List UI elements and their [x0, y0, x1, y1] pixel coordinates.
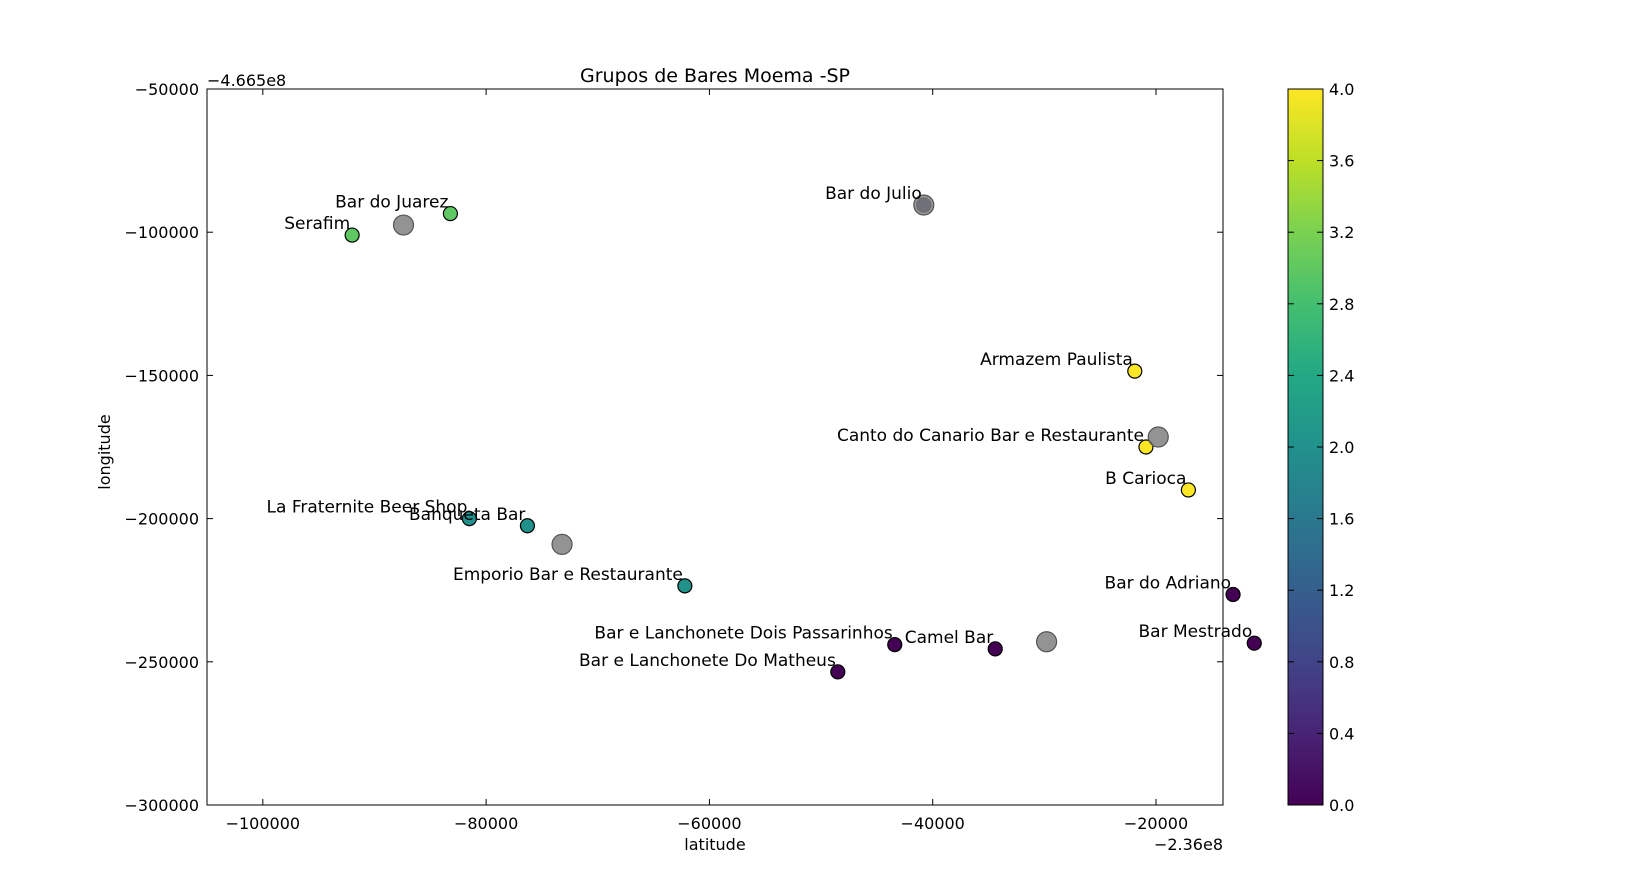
point-label: Camel Bar — [905, 628, 994, 648]
plot-frame — [206, 88, 1224, 806]
y-tick-label: −300000 — [125, 796, 199, 815]
point-label: Bar e Lanchonete Do Matheus — [579, 651, 836, 671]
colorbar-tick-label: 0.4 — [1329, 724, 1354, 743]
point-label: La Fraternite Beer Shop — [267, 498, 468, 518]
centroid-marker — [1147, 426, 1169, 448]
point-label: Bar e Lanchonete Dois Passarinhos — [594, 624, 892, 644]
chart-title: Grupos de Bares Moema -SP — [580, 65, 850, 87]
x-offset-label: −2.36e8 — [1154, 835, 1223, 854]
x-tick-label: −20000 — [1124, 814, 1188, 833]
point-label: Bar do Adriano — [1105, 573, 1232, 593]
data-point — [830, 664, 846, 680]
point-label: Banqueta Bar — [409, 505, 525, 525]
colorbar-tick-label: 3.2 — [1329, 223, 1354, 242]
colorbar-tick-label: 2.0 — [1329, 438, 1354, 457]
colorbar-tick-label: 0.8 — [1329, 653, 1354, 672]
data-point — [1246, 635, 1262, 651]
data-point — [519, 518, 536, 534]
x-tick-label: −40000 — [901, 814, 965, 833]
data-points — [344, 194, 1262, 680]
y-tick-label: −250000 — [125, 653, 199, 672]
y-axis-ticks: −50000 −100000 −150000 −200000 −250000 −30000… — [125, 80, 1223, 815]
colorbar-tick-label: 4.0 — [1329, 80, 1354, 99]
centroid-marker — [551, 533, 573, 555]
colorbar-tick-label: 2.4 — [1329, 366, 1354, 385]
data-point — [677, 578, 693, 594]
point-label: Emporio Bar e Restaurante — [453, 565, 683, 585]
y-offset-label: −4.665e8 — [207, 71, 286, 90]
point-label: Bar do Julio — [825, 184, 922, 204]
y-tick-label: −150000 — [125, 366, 199, 385]
x-axis-label: latitude — [684, 835, 745, 854]
y-tick-label: −200000 — [125, 510, 199, 529]
centroid-marker — [392, 214, 415, 236]
centroid-marker — [1035, 631, 1058, 653]
y-tick-label: −100000 — [125, 223, 199, 242]
data-point — [1127, 363, 1143, 379]
data-point — [1180, 482, 1196, 498]
colorbar-ticks: 4.0 3.6 3.2 2.8 2.4 2.0 1.6 1.2 0.8 0.4 0.0 — [1288, 80, 1354, 815]
y-tick-label: −50000 — [135, 80, 199, 99]
centroid-marker — [913, 194, 935, 216]
colorbar-tick-label: 1.6 — [1329, 510, 1354, 529]
point-label: Armazem Paulista — [980, 350, 1133, 370]
y-axis-label: longitude — [95, 414, 114, 489]
point-label: Bar do Juarez — [335, 193, 448, 213]
point-label: Canto do Canario Bar e Restaurante — [837, 426, 1144, 446]
data-point — [344, 227, 360, 243]
point-label: Serafim — [284, 214, 350, 234]
x-axis-ticks: −100000 −80000 −60000 −40000 −20000 — [226, 89, 1188, 833]
data-point — [461, 510, 477, 527]
colorbar-tick-label: 3.6 — [1329, 152, 1354, 171]
data-point — [887, 637, 903, 653]
data-point — [1138, 439, 1154, 455]
data-point — [1225, 586, 1241, 603]
point-label: B Carioca — [1105, 469, 1186, 489]
colorbar-tick-label: 1.2 — [1329, 581, 1354, 600]
data-point — [987, 641, 1003, 657]
data-point — [442, 205, 458, 222]
point-label: Bar Mestrado — [1139, 622, 1253, 642]
x-tick-label: −60000 — [677, 814, 741, 833]
colorbar-tick-label: 0.0 — [1329, 796, 1354, 815]
x-tick-label: −100000 — [226, 814, 300, 833]
x-tick-label: −80000 — [454, 814, 518, 833]
colorbar-tick-label: 2.8 — [1329, 295, 1354, 314]
